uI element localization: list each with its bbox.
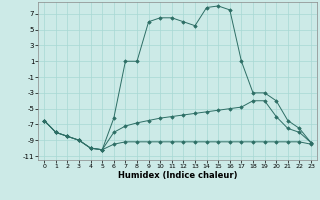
X-axis label: Humidex (Indice chaleur): Humidex (Indice chaleur)	[118, 171, 237, 180]
